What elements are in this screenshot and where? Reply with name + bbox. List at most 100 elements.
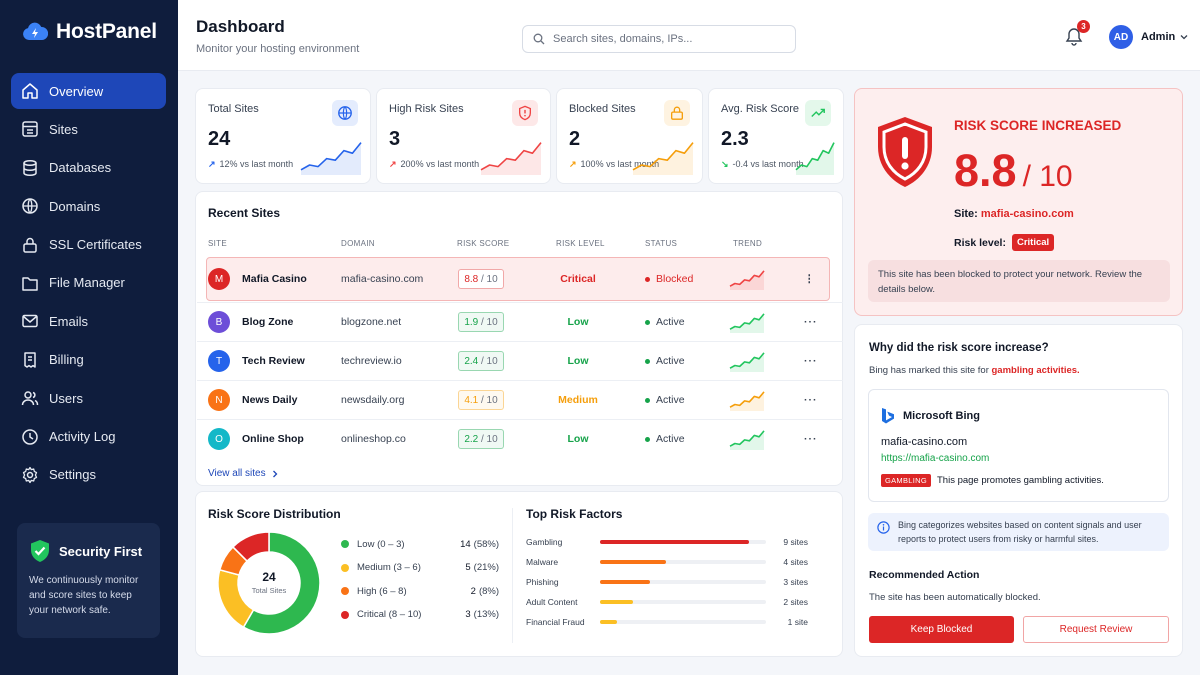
score-cell: 8.8 / 10 [458,258,504,300]
score-cell: 2.2 / 10 [458,420,504,458]
divider [512,508,513,643]
risk-score-badge: 2.4 / 10 [458,351,504,371]
stat-card-high-risk-sites[interactable]: High Risk Sites 3 ↗ 200% vs last month [376,88,551,184]
stat-title: Total Sites [208,103,259,115]
stat-value: 24 [208,128,231,150]
status-text: Active [656,355,685,367]
risk-level: Critical [560,273,596,285]
stat-card-total-sites[interactable]: Total Sites 24 ↗ 12% vs last month [195,88,371,184]
trend-icon [811,108,825,118]
legend-percent: (13%) [473,609,499,620]
home-icon [22,83,38,99]
nav-item-ssl-certificates[interactable]: SSL Certificates [11,227,166,263]
cloud-icon [23,22,48,40]
nav-label: Settings [49,467,96,483]
notification-count-badge: 3 [1077,20,1090,33]
factor-bar-track [600,560,766,564]
site-avatar: O [208,428,230,450]
nav-item-activity-log[interactable]: Activity Log [11,419,166,455]
promo-text: We continuously monitor and score sites … [29,575,139,616]
status-text: Active [656,394,685,406]
table-row[interactable]: O Online Shop onlineshop.co 2.2 / 10 Low Acti… [197,419,843,458]
alert-site-domain: mafia-casino.com [980,208,1074,220]
score-cell: 4.1 / 10 [458,381,504,419]
request-review-button[interactable]: Request Review [1023,616,1169,643]
kebab-menu-icon[interactable]: ⋮ [804,273,816,285]
shield-alert-icon [519,105,531,121]
stat-card-blocked-sites[interactable]: Blocked Sites 2 ↗ 100% vs last month [556,88,703,184]
bing-url-link[interactable]: https://mafia-casino.com [881,453,990,464]
topbar: Dashboard Monitor your hosting environme… [178,0,1200,71]
factor-count: 4 sites [783,557,808,567]
table-row[interactable]: M Mafia Casino mafia-casino.com 8.8 / 10 Cri… [206,257,830,301]
status-text: Active [656,433,685,445]
view-all-sites-link[interactable]: View all sites [208,468,278,479]
legend-label: Critical (8 – 10) [357,609,422,620]
factor-label: Malware [526,557,559,567]
keep-blocked-button[interactable]: Keep Blocked [869,616,1014,643]
risk-score-badge: 1.9 / 10 [458,312,504,332]
nav-item-billing[interactable]: Billing [11,342,166,378]
legend-count-value: 14 [460,538,471,550]
shield-check-icon [31,540,49,562]
factor-count: 9 sites [783,537,808,547]
site-cell: O Online Shop [208,420,304,458]
legend-item: Medium (3 – 6) 5 (21%) [341,561,499,575]
nav-item-settings[interactable]: Settings [11,457,166,493]
table-row[interactable]: B Blog Zone blogzone.net 1.9 / 10 Low Active ·… [197,302,843,341]
risk-factor-row: Financial Fraud 1 site [526,615,808,629]
legend-item: Critical (8 – 10) 3 (13%) [341,608,499,622]
nav-item-emails[interactable]: Emails [11,303,166,339]
sites-icon [22,121,38,138]
nav-item-databases[interactable]: Databases [11,150,166,186]
status-dot [645,319,650,325]
more-options-icon[interactable]: ··· [804,433,818,445]
more-options-icon[interactable]: ··· [804,355,818,367]
site-avatar: M [208,268,230,290]
brand-logo[interactable]: HostPanel [22,20,157,44]
score-cell: 2.4 / 10 [458,342,504,380]
score-max: / 10 [478,273,498,285]
site-cell: B Blog Zone [208,303,293,341]
more-options-icon[interactable]: ··· [804,394,818,406]
nav-item-domains[interactable]: Domains [11,188,166,224]
site-name: Online Shop [242,433,304,445]
nav-label: File Manager [49,275,125,291]
search-input[interactable] [553,33,773,45]
nav-item-overview[interactable]: Overview [11,73,166,109]
nav-label: Databases [49,160,112,176]
score-cell: 1.9 / 10 [458,303,504,341]
nav-label: Emails [49,313,89,329]
stat-change-text: 12% vs last month [219,159,294,169]
recommended-action-title: Recommended Action [869,569,980,581]
nav-item-users[interactable]: Users [11,380,166,416]
user-avatar[interactable]: AD [1109,25,1133,49]
alert-site-label: Site: [954,208,978,220]
donut-slice-3 [231,531,270,563]
table-row[interactable]: T Tech Review techreview.io 2.4 / 10 Low Acti… [197,341,843,380]
nav-item-file-manager[interactable]: File Manager [11,265,166,301]
receipt-icon [24,351,36,368]
search-box[interactable] [522,25,796,53]
stat-value: 2.3 [721,128,749,150]
stat-card-avg-risk-score[interactable]: Avg. Risk Score 2.3 ↘ -0.4 vs last month [708,88,844,184]
notifications-button[interactable]: 3 [1065,20,1090,47]
lock-icon [671,106,683,120]
factor-label: Phishing [526,577,559,587]
stat-title: Blocked Sites [569,103,636,115]
bing-name: Microsoft Bing [903,410,980,422]
factor-bar-track [600,540,766,544]
user-menu[interactable]: Admin [1141,31,1188,43]
nav-item-sites[interactable]: Sites [11,111,166,147]
shield-alert-icon [878,117,932,187]
trend-cell [729,420,765,458]
stat-change-text: 200% vs last month [400,159,480,169]
table-row[interactable]: N News Daily newsdaily.org 4.1 / 10 Medium Ac… [197,380,843,419]
score-value: 2.2 [464,433,479,445]
more-options-icon[interactable]: ··· [804,316,818,328]
status-text: Active [656,316,685,328]
stat-sparkline [300,142,362,175]
col-domain: DOMAIN [341,239,375,248]
status-dot [645,276,650,282]
alert-note: This site has been blocked to protect yo… [868,260,1170,302]
